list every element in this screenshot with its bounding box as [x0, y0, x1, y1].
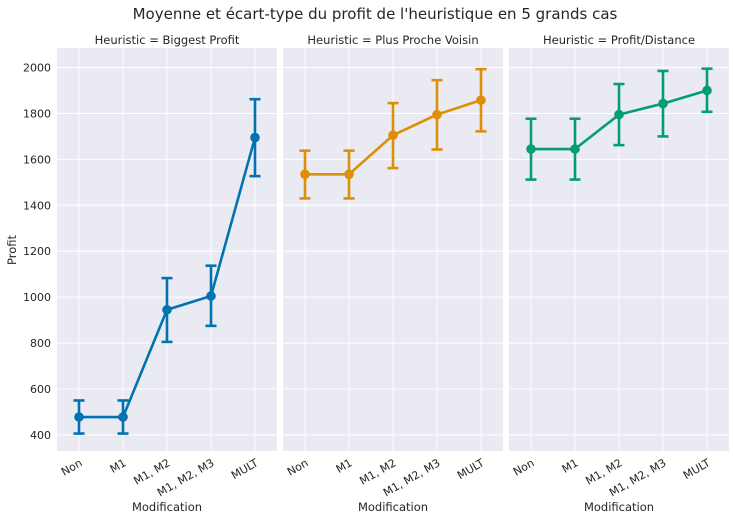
- y-tick-label: 800: [30, 337, 51, 350]
- data-point: [250, 132, 260, 143]
- data-point: [300, 169, 310, 180]
- data-point: [388, 130, 398, 141]
- data-point: [344, 169, 354, 180]
- data-point: [570, 144, 580, 154]
- x-tick-label: MULT: [455, 456, 487, 482]
- chart-title: Moyenne et écart-type du profit de l'heu…: [133, 5, 618, 23]
- data-point: [702, 85, 712, 96]
- data-point: [432, 109, 442, 120]
- x-tick-label: M1: [334, 456, 355, 476]
- x-tick-label: MULT: [229, 456, 261, 482]
- data-point: [206, 291, 216, 301]
- facet-panel-1: Heuristic = Biggest Profit 400 600 800 1000 1…: [23, 33, 277, 514]
- y-tick-label: 1800: [23, 107, 51, 120]
- x-tick-label: Non: [511, 456, 537, 478]
- x-tick-label: M1: [108, 456, 129, 476]
- x-tick-label: MULT: [681, 456, 713, 482]
- x-axis-label: Modification: [132, 500, 202, 514]
- data-point: [162, 304, 172, 315]
- facet-title: Heuristic = Profit/Distance: [543, 33, 695, 47]
- y-axis-label: Profit: [5, 235, 19, 265]
- data-point: [476, 95, 486, 105]
- y-tick-label: 600: [30, 383, 51, 396]
- x-tick-label: Non: [59, 456, 85, 478]
- facet-title: Heuristic = Plus Proche Voisin: [307, 33, 478, 47]
- facet-panels: Heuristic = Biggest Profit 400 600 800 1000 1…: [23, 33, 729, 514]
- y-tick-label: 1000: [23, 291, 51, 304]
- x-axis-label: Modification: [358, 500, 428, 514]
- data-point: [118, 412, 128, 422]
- x-tick-label: M1: [560, 456, 581, 476]
- x-axis-label: Modification: [584, 500, 654, 514]
- y-tick-label: 1600: [23, 153, 51, 166]
- y-tick-label: 2000: [23, 62, 51, 75]
- data-point: [74, 412, 84, 422]
- y-tick-label: 1400: [23, 199, 51, 212]
- data-point: [658, 98, 668, 109]
- facet-title: Heuristic = Biggest Profit: [95, 33, 240, 47]
- data-point: [614, 109, 624, 120]
- data-point: [526, 144, 536, 154]
- x-tick-label: Non: [285, 456, 311, 478]
- y-tick-label: 400: [30, 429, 51, 442]
- y-tick-label: 1200: [23, 245, 51, 258]
